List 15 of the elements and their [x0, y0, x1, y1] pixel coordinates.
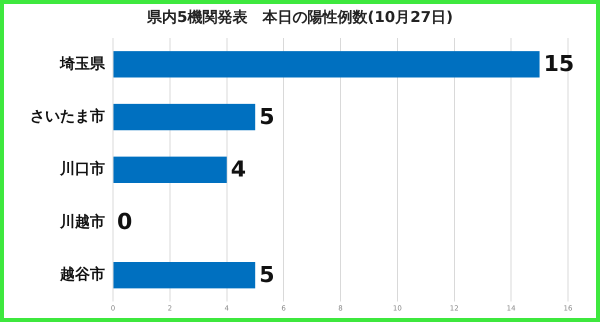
data-label: 15: [544, 52, 574, 78]
data-label: 0: [117, 210, 132, 236]
y-tick-label: 越谷市: [59, 265, 105, 284]
bar: [114, 156, 227, 183]
data-label: 4: [230, 158, 246, 183]
y-tick-label: さいたま市: [30, 106, 105, 125]
data-label: 5: [259, 104, 274, 130]
bar: [114, 262, 256, 288]
chart-title: 県内5機関発表 本日の陽性例数(10月27日): [146, 8, 454, 27]
y-tick-label: 川越市: [59, 212, 105, 230]
y-tick-label: 川口市: [59, 160, 105, 178]
bar: [114, 104, 256, 130]
data-label: 5: [259, 262, 274, 288]
bar: [114, 51, 540, 78]
y-tick-label: 埼玉県: [59, 54, 106, 72]
